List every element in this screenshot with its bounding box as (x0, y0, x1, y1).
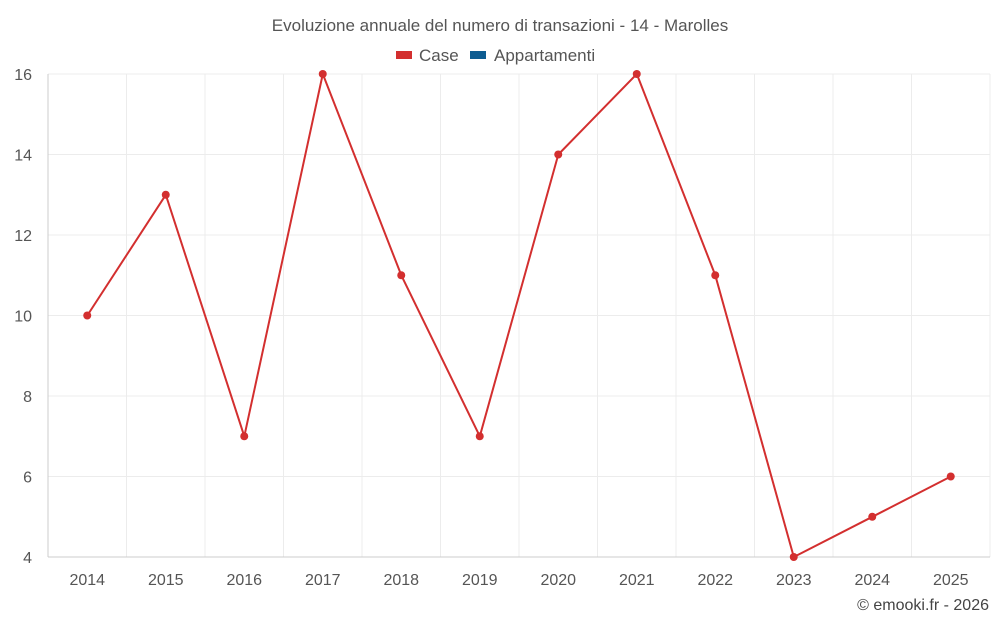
legend-item-case[interactable]: Case (396, 46, 459, 65)
data-point[interactable] (475, 432, 484, 441)
data-point[interactable] (554, 150, 563, 159)
data-points (83, 70, 955, 561)
data-point[interactable] (397, 271, 406, 280)
y-tick-label: 14 (14, 148, 32, 165)
series-line-0 (86, 73, 952, 558)
y-tick-label: 4 (23, 550, 32, 567)
data-point[interactable] (789, 553, 798, 561)
x-tick-label: 2019 (462, 572, 498, 589)
axes: 4 6 8 10 12 14 16 2014 2015 2016 2017 2018 2019 2020 2… (14, 67, 990, 589)
data-point[interactable] (318, 70, 327, 78)
x-tick-label: 2022 (697, 572, 733, 589)
y-tick-label: 16 (14, 67, 32, 84)
legend-label-case: Case (419, 46, 459, 65)
legend-swatch-appartamenti (470, 51, 486, 59)
data-point[interactable] (240, 432, 249, 441)
x-tick-label: 2014 (69, 572, 105, 589)
x-tick-label: 2023 (776, 572, 812, 589)
x-tick-label: 2018 (383, 572, 419, 589)
chart-title: Evoluzione annuale del numero di transaz… (272, 16, 728, 35)
x-tick-label: 2017 (305, 572, 341, 589)
data-point[interactable] (711, 271, 720, 280)
x-tick-label: 2016 (226, 572, 262, 589)
y-tick-label: 10 (14, 309, 32, 326)
x-tick-label: 2024 (854, 572, 890, 589)
legend-swatch-case (396, 51, 412, 59)
data-point[interactable] (946, 472, 955, 481)
x-tick-label: 2020 (540, 572, 576, 589)
data-point[interactable] (83, 311, 92, 320)
legend-item-appartamenti[interactable]: Appartamenti (470, 46, 595, 65)
credit-text: © emooki.fr - 2026 (857, 597, 989, 614)
grid (48, 73, 991, 557)
legend-label-appartamenti: Appartamenti (494, 46, 595, 65)
data-point[interactable] (632, 70, 641, 78)
data-point[interactable] (868, 512, 877, 521)
y-tick-label: 12 (14, 228, 32, 245)
x-tick-label: 2021 (619, 572, 655, 589)
series-lines (86, 73, 952, 558)
x-tick-label: 2015 (148, 572, 184, 589)
data-point[interactable] (161, 190, 170, 199)
x-tick-label: 2025 (933, 572, 969, 589)
y-tick-label: 6 (23, 470, 32, 487)
y-tick-label: 8 (23, 389, 32, 406)
legend: Case Appartamenti (396, 46, 595, 65)
